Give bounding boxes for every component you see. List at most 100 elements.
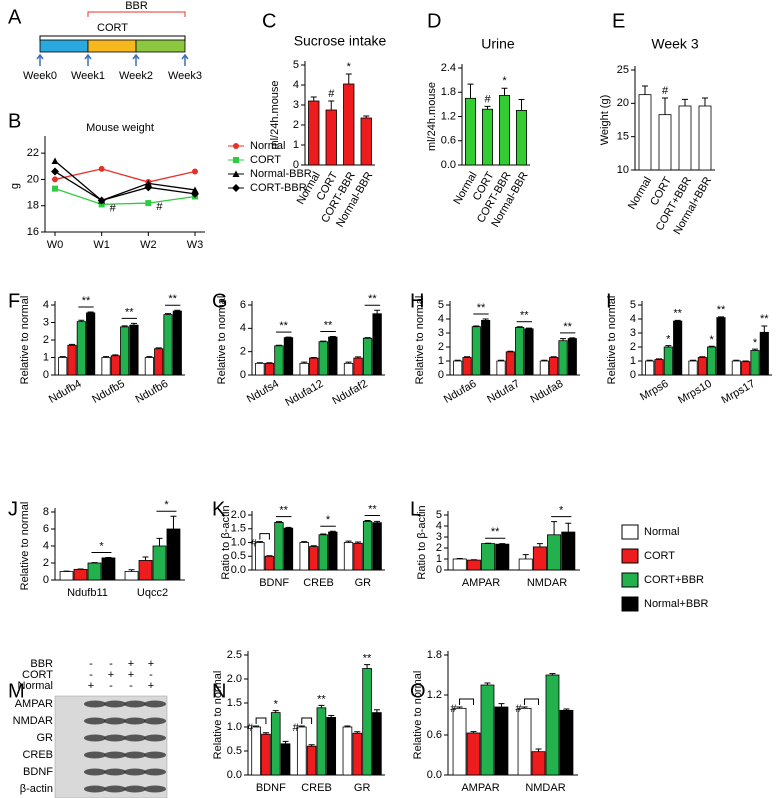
significance: ** bbox=[477, 302, 486, 314]
x-tick-label: Ndufa6 bbox=[442, 378, 479, 406]
blot-band bbox=[124, 700, 146, 708]
significance: # bbox=[110, 202, 117, 214]
bar bbox=[524, 328, 534, 376]
marker bbox=[144, 183, 153, 192]
error-bar bbox=[464, 356, 471, 358]
y-tick-label: 2.5 bbox=[227, 649, 242, 661]
error-bar bbox=[266, 555, 273, 557]
bar bbox=[274, 345, 284, 376]
bar bbox=[688, 360, 698, 376]
significance: * bbox=[164, 499, 169, 511]
bar bbox=[299, 542, 309, 571]
error-bar bbox=[563, 708, 570, 711]
x-tick-label: Ndufaf2 bbox=[330, 378, 369, 408]
y-tick-label: 0 bbox=[438, 369, 444, 381]
y-tick-label: 1.8 bbox=[427, 649, 442, 661]
y-tick-label: 4 bbox=[436, 520, 442, 532]
error-bar bbox=[742, 360, 749, 362]
chart-title: Urine bbox=[481, 36, 515, 52]
week-label: Week0 bbox=[23, 70, 57, 82]
timeline-segment bbox=[87, 39, 137, 53]
panel-letter: O bbox=[410, 680, 426, 702]
bar bbox=[645, 360, 655, 376]
error-bar bbox=[298, 725, 305, 727]
bar bbox=[163, 314, 173, 376]
error-bar bbox=[708, 345, 715, 347]
y-axis-label: Relative to normal bbox=[412, 671, 424, 760]
error-bar bbox=[473, 325, 480, 327]
significance: * bbox=[326, 514, 331, 526]
band-label: GR bbox=[37, 732, 54, 744]
legend-label: CORT bbox=[250, 154, 281, 166]
blot-band bbox=[144, 700, 166, 708]
error-bar bbox=[128, 569, 135, 572]
bar bbox=[270, 712, 281, 776]
bar bbox=[697, 357, 707, 376]
band-label: β-actin bbox=[20, 783, 53, 795]
bar bbox=[309, 546, 319, 571]
y-tick-label: 3 bbox=[438, 327, 444, 339]
y-tick-label: 0 bbox=[630, 369, 636, 381]
error-bar bbox=[310, 96, 317, 101]
bar bbox=[306, 745, 317, 776]
bar bbox=[73, 568, 88, 581]
y-tick-label: 0.0 bbox=[427, 769, 442, 781]
significance: # bbox=[251, 538, 258, 550]
x-tick-label: Ndufa8 bbox=[529, 378, 566, 406]
marker bbox=[232, 170, 240, 177]
bar bbox=[255, 542, 265, 571]
error-bar bbox=[146, 356, 153, 358]
x-tick-label: Ndufb5 bbox=[90, 378, 127, 406]
bar bbox=[453, 360, 463, 376]
bar bbox=[559, 709, 574, 776]
error-bar bbox=[569, 337, 576, 339]
marker bbox=[191, 189, 199, 198]
bar bbox=[59, 571, 74, 581]
bar bbox=[299, 362, 309, 376]
bar bbox=[101, 357, 111, 376]
bar bbox=[124, 571, 139, 581]
panel-letter: F bbox=[8, 290, 20, 312]
bar bbox=[372, 313, 382, 376]
error-bar bbox=[565, 522, 572, 533]
error-bar bbox=[454, 359, 461, 361]
error-bar bbox=[702, 97, 708, 106]
significance: ** bbox=[363, 653, 372, 665]
significance: ** bbox=[125, 306, 134, 318]
error-bar bbox=[275, 344, 282, 346]
bar bbox=[264, 362, 275, 376]
bar bbox=[531, 751, 546, 776]
error-bar bbox=[272, 710, 279, 713]
y-tick-label: 3 bbox=[293, 99, 299, 111]
y-axis-label: Relative to normal bbox=[212, 671, 224, 760]
y-tick-label: 16 bbox=[27, 226, 39, 238]
error-bar bbox=[550, 356, 557, 358]
blot-band bbox=[104, 785, 126, 793]
y-tick-label: 25 bbox=[617, 64, 629, 76]
error-bar bbox=[256, 362, 263, 364]
error-bar bbox=[364, 664, 371, 669]
bar bbox=[296, 726, 307, 776]
panel-letter: H bbox=[410, 290, 424, 312]
legend-swatch bbox=[621, 524, 639, 540]
error-bar bbox=[69, 343, 76, 346]
error-bar bbox=[467, 83, 474, 99]
bar bbox=[120, 326, 130, 376]
error-bar bbox=[329, 530, 336, 533]
y-tick-label: 6 bbox=[43, 523, 49, 535]
blot-band bbox=[144, 734, 166, 742]
error-bar bbox=[498, 359, 505, 361]
y-tick-label: 4 bbox=[293, 79, 299, 91]
bar bbox=[750, 350, 760, 376]
blot-band bbox=[104, 734, 126, 742]
error-bar bbox=[498, 703, 505, 707]
bar bbox=[515, 326, 525, 376]
error-bar bbox=[373, 709, 380, 713]
error-bar bbox=[318, 704, 325, 708]
bar bbox=[362, 337, 373, 376]
bar bbox=[274, 522, 284, 571]
error-bar bbox=[733, 359, 740, 361]
bar bbox=[283, 527, 294, 571]
blot-band bbox=[84, 751, 106, 759]
significance: ** bbox=[279, 320, 288, 332]
